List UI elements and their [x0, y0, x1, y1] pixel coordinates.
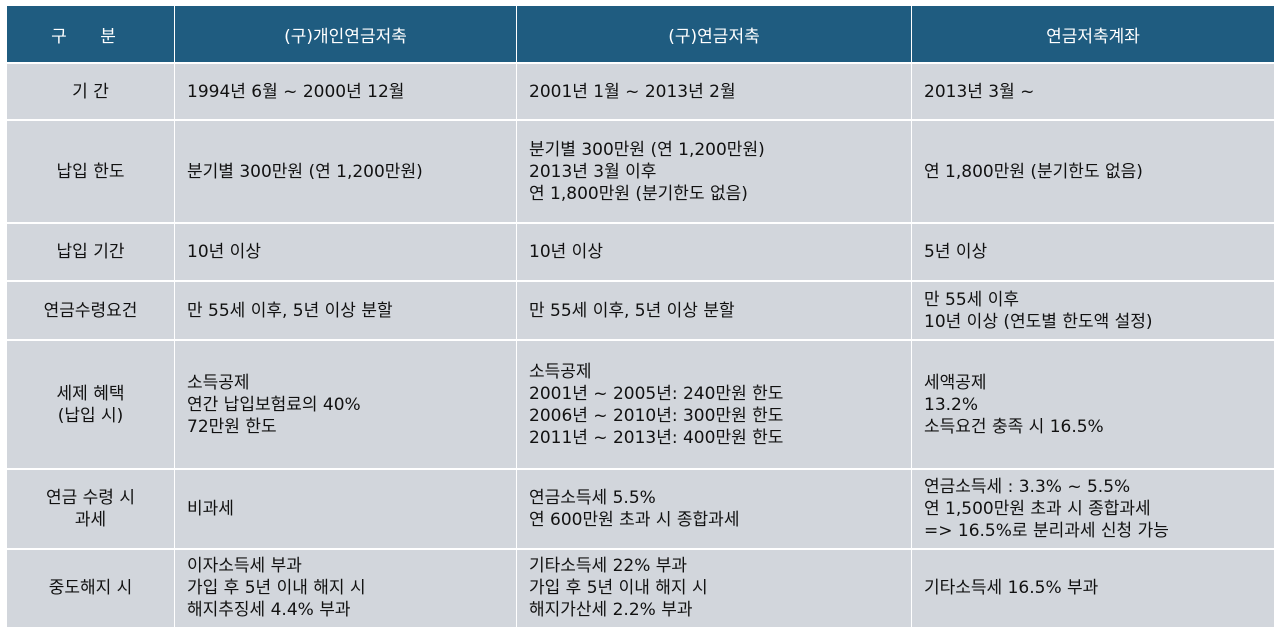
cell-text-line: 만 55세 이후, 5년 이상 분할: [529, 300, 735, 321]
row-early-termination: 중도해지 시 이자소득세 부과 가입 후 5년 이내 해지 시 해지추징세 4.4% …: [6, 548, 1275, 628]
cell-text-line: 비과세: [187, 499, 234, 519]
table-cell: 10년 이상: [174, 222, 517, 282]
table-cell: 연금소득세 5.5% 연 600만원 초과 시 종합과세: [516, 468, 912, 550]
row-payment-limit: 납입 한도 분기별 300만원 (연 1,200만원) 분기별 300만원 (연 1…: [6, 119, 1275, 224]
row-tax-benefit: 세제 혜택 (납입 시) 소득공제 연간 납입보험료의 40% 72만원 한도 소득공제 2…: [6, 339, 1275, 470]
header-old-pension-savings: (구)연금저축: [516, 6, 912, 63]
cell-text-line: 2001년 ~ 2005년: 240만원 한도: [529, 383, 784, 404]
table-cell: 10년 이상: [516, 222, 912, 282]
cell-text-line: 세액공제: [924, 372, 987, 393]
cell-text-line: 연금소득세 : 3.3% ~ 5.5%: [924, 477, 1131, 497]
cell-text-line: 만 55세 이후: [924, 289, 1019, 310]
table-cell: 기타소득세 16.5% 부과: [911, 548, 1275, 628]
row-label-cell: 기 간: [6, 62, 175, 121]
comparison-table-container: 구 분 (구)개인연금저축 (구)연금저축 연금저축계좌 기 간 1994년 6월…: [6, 6, 1275, 628]
header-old-personal-pension: (구)개인연금저축: [174, 6, 517, 63]
table-cell: 비과세: [174, 468, 517, 550]
table-cell: 기타소득세 22% 부과 가입 후 5년 이내 해지 시 해지가산세 2.2% 부과: [516, 548, 912, 628]
table-cell: 만 55세 이후, 5년 이상 분할: [516, 280, 912, 341]
table-cell: 2001년 1월 ~ 2013년 2월: [516, 62, 912, 121]
row-label-text: (납입 시): [57, 405, 124, 426]
header-category: 구 분: [6, 6, 175, 63]
row-label-text: 기 간: [72, 81, 109, 102]
cell-text-line: 연 1,500만원 초과 시 종합과세: [924, 499, 1151, 519]
cell-text-line: 72만원 한도: [187, 416, 277, 437]
cell-text-line: 해지가산세 2.2% 부과: [529, 600, 693, 621]
row-label-cell: 중도해지 시: [6, 548, 175, 628]
cell-text-line: 13.2%: [924, 394, 979, 415]
row-label-text: 납입 한도: [56, 161, 125, 182]
cell-text-line: 분기별 300만원 (연 1,200만원): [187, 161, 423, 182]
cell-text-line: 해지추징세 4.4% 부과: [187, 600, 351, 621]
row-label-cell: 납입 한도: [6, 119, 175, 224]
row-payout-conditions: 연금수령요건 만 55세 이후, 5년 이상 분할 만 55세 이후, 5년 이상 …: [6, 280, 1275, 341]
table-cell: 연금소득세 : 3.3% ~ 5.5% 연 1,500만원 초과 시 종합과세 =>…: [911, 468, 1275, 550]
table-cell: 이자소득세 부과 가입 후 5년 이내 해지 시 해지추징세 4.4% 부과: [174, 548, 517, 628]
table-cell: 2013년 3월 ~: [911, 62, 1275, 121]
table-cell: 만 55세 이후 10년 이상 (연도별 한도액 설정): [911, 280, 1275, 341]
cell-text-line: 1994년 6월 ~ 2000년 12월: [187, 81, 405, 102]
row-payment-period: 납입 기간 10년 이상 10년 이상 5년 이상: [6, 222, 1275, 282]
cell-text-line: 기타소득세 16.5% 부과: [924, 578, 1099, 599]
cell-text-line: 연 1,800만원 (분기한도 없음): [924, 161, 1143, 182]
cell-text-line: 2006년 ~ 2010년: 300만원 한도: [529, 405, 784, 426]
table-cell: 5년 이상: [911, 222, 1275, 282]
cell-text-line: 가입 후 5년 이내 해지 시: [529, 578, 708, 599]
cell-text-line: => 16.5%로 분리과세 신청 가능: [924, 521, 1169, 541]
cell-text-line: 2011년 ~ 2013년: 400만원 한도: [529, 427, 784, 448]
cell-text-line: 10년 이상: [187, 242, 261, 262]
table-cell: 분기별 300만원 (연 1,200만원) 2013년 3월 이후 연 1,800만…: [516, 119, 912, 224]
cell-text-line: 2013년 3월 ~: [924, 81, 1035, 102]
table-cell: 1994년 6월 ~ 2000년 12월: [174, 62, 517, 121]
table-cell: 분기별 300만원 (연 1,200만원): [174, 119, 517, 224]
row-label-text: 세제 혜택: [56, 383, 125, 404]
table-cell: 소득공제 연간 납입보험료의 40% 72만원 한도: [174, 339, 517, 470]
cell-text-line: 소득요건 충족 시 16.5%: [924, 416, 1104, 437]
cell-text-line: 이자소득세 부과: [187, 556, 302, 577]
cell-text-line: 2001년 1월 ~ 2013년 2월: [529, 81, 736, 102]
row-label-text: 중도해지 시: [48, 578, 133, 599]
row-payout-taxation: 연금 수령 시 과세 비과세 연금소득세 5.5% 연 600만원 초과 시 종합과세 연…: [6, 468, 1275, 550]
row-label-cell: 세제 혜택 (납입 시): [6, 339, 175, 470]
cell-text-line: 5년 이상: [924, 242, 988, 262]
table-cell: 만 55세 이후, 5년 이상 분할: [174, 280, 517, 341]
row-period: 기 간 1994년 6월 ~ 2000년 12월 2001년 1월 ~ 2013년 …: [6, 62, 1275, 121]
cell-text-line: 소득공제: [187, 372, 250, 393]
pension-savings-comparison-table: 구 분 (구)개인연금저축 (구)연금저축 연금저축계좌 기 간 1994년 6월…: [6, 6, 1275, 628]
cell-text-line: 연 1,800만원 (분기한도 없음): [529, 183, 748, 204]
row-label-cell: 납입 기간: [6, 222, 175, 282]
cell-text-line: 소득공제: [529, 361, 592, 382]
cell-text-line: 10년 이상 (연도별 한도액 설정): [924, 311, 1153, 332]
row-label-cell: 연금수령요건: [6, 280, 175, 341]
cell-text-line: 연금소득세 5.5%: [529, 488, 656, 508]
table-cell: 세액공제 13.2% 소득요건 충족 시 16.5%: [911, 339, 1275, 470]
row-label-text: 연금 수령 시: [45, 488, 135, 508]
header-pension-savings-account: 연금저축계좌: [911, 6, 1275, 63]
row-label-text: 과세: [74, 510, 107, 530]
cell-text-line: 분기별 300만원 (연 1,200만원): [529, 139, 765, 160]
cell-text-line: 만 55세 이후, 5년 이상 분할: [187, 300, 393, 321]
cell-text-line: 가입 후 5년 이내 해지 시: [187, 578, 366, 599]
row-label-text: 납입 기간: [56, 242, 125, 262]
cell-text-line: 연간 납입보험료의 40%: [187, 394, 361, 415]
row-label-cell: 연금 수령 시 과세: [6, 468, 175, 550]
table-cell: 소득공제 2001년 ~ 2005년: 240만원 한도 2006년 ~ 2010년…: [516, 339, 912, 470]
cell-text-line: 10년 이상: [529, 242, 603, 262]
cell-text-line: 기타소득세 22% 부과: [529, 556, 688, 577]
table-cell: 연 1,800만원 (분기한도 없음): [911, 119, 1275, 224]
row-label-text: 연금수령요건: [43, 300, 138, 321]
cell-text-line: 연 600만원 초과 시 종합과세: [529, 510, 740, 530]
table-header-row: 구 분 (구)개인연금저축 (구)연금저축 연금저축계좌: [6, 6, 1275, 63]
cell-text-line: 2013년 3월 이후: [529, 161, 657, 182]
